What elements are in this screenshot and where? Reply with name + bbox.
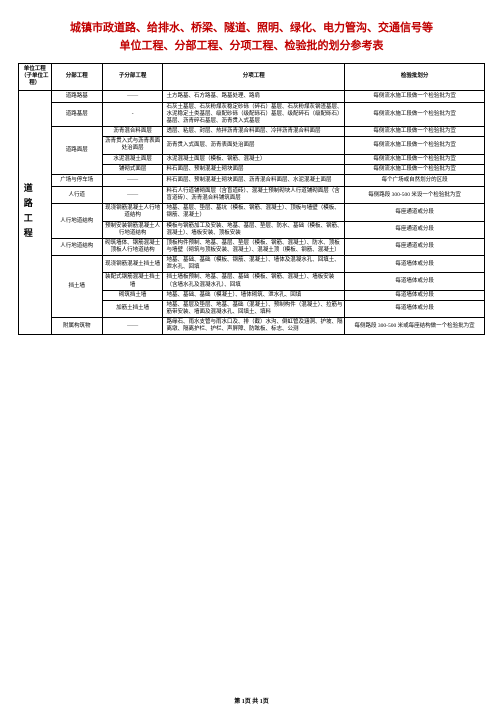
part-cell: 人行地道结构 xyxy=(51,238,102,255)
subpart-cell: 砌筑墙体、钢筋混凝土顶板人行地道结构 xyxy=(102,238,163,255)
part-cell: 道路面层 xyxy=(51,127,102,175)
part-cell: 挡土墙 xyxy=(51,256,102,318)
part-cell: 附属构筑物 xyxy=(51,318,102,335)
subpart-cell: 铺砌式面层 xyxy=(102,164,163,174)
batch-cell: 每道墙体或分段 xyxy=(345,300,485,317)
subpart-cell: 现浇钢筋混凝土人行地道结构 xyxy=(102,204,163,221)
batch-cell: 每道墙体或分段 xyxy=(345,290,485,300)
unit-cell: 道路工程 xyxy=(19,90,52,335)
subpart-cell: —— xyxy=(102,318,163,335)
title-line2: 单位工程、分部工程、分项工程、检验批的划分参考表 xyxy=(18,38,485,56)
part-cell: 人行地道结构 xyxy=(51,204,102,239)
batch-cell: 每座通道或分段 xyxy=(345,221,485,238)
table-row: 附属构筑物——路缘石、雨水支管与雨水口及、排（截）水沟、倒虹管及涵洞、护坡、隔离… xyxy=(19,318,485,335)
subpart-cell: 水泥混凝土面层 xyxy=(102,154,163,164)
part-cell: 道路基层 xyxy=(51,102,102,126)
subpart-cell: —— xyxy=(102,90,163,102)
subpart-cell: —— xyxy=(102,174,163,186)
header-subpart: 子分部工程 xyxy=(102,64,163,90)
batch-cell: 每座通道或分段 xyxy=(345,204,485,221)
item-cell: 料石人行道铺砌面层（含盲道砖）、混凝土预制砌块人行道铺砌面层（含盲道砖）、沥青混… xyxy=(163,187,345,204)
batch-cell: 每座通道或分段 xyxy=(345,238,485,255)
table-row: 广场与停车场——料石面层、预制混凝土砌块面层、沥青混合料面层、水泥混凝土面层每个… xyxy=(19,174,485,186)
item-cell: 挡土墙板预制、地基、基层、基础（模板、钢筋、混凝土）、墙板安装（含墙水孔及混凝水… xyxy=(163,273,345,290)
item-cell: 料石面层、预制混凝土砌块面层、沥青混合料面层、水泥混凝土面层 xyxy=(163,174,345,186)
batch-cell: 每侧流水施工段做一个检验批为宜 xyxy=(345,154,485,164)
item-cell: 顶板构件预制、地基、基层、垫层（模板、钢筋、混凝土）、防水、顶板与墙壁（砌筑与顶… xyxy=(163,238,345,255)
item-cell: 路缘石、雨水支管与雨水口及、排（截）水沟、倒虹管及涵洞、护坡、隔离墩、隔离护栏、… xyxy=(163,318,345,335)
part-cell: 道路路基 xyxy=(51,90,102,102)
subpart-cell: 预制安装钢筋混凝土人行地道结构 xyxy=(102,221,163,238)
batch-cell: 每侧路段 300-500 米或每座结构做一个检验批为宜 xyxy=(345,318,485,335)
item-cell: 透层、粘层、封层、热拌沥青混合料面层、冷拌沥青混合料面层 xyxy=(163,127,345,137)
subpart-cell: 沥青混合料面层 xyxy=(102,127,163,137)
item-cell: 地基、基层及垫层、地基、基础（混凝土）、预制构件（混凝土）、拉筋与筋带安装、墙面… xyxy=(163,300,345,317)
subpart-cell: 现浇钢筋混凝土挡土墙 xyxy=(102,256,163,273)
header-part: 分部工程 xyxy=(51,64,102,90)
header-item: 分项工程 xyxy=(163,64,345,90)
item-cell: 水泥混凝土面层（模板、钢筋、混凝土） xyxy=(163,154,345,164)
item-cell: 土方路基、石方路基、路基处理、路肩 xyxy=(163,90,345,102)
table-row: 道路基层-石灰土基层、石灰粉煤灰稳定砂砾（碎石）基层、石灰粉煤灰钢渣基层、水泥稳… xyxy=(19,102,485,126)
batch-cell: 每侧路段 300-500 米设一个检验批为宜 xyxy=(345,187,485,204)
batch-cell: 每侧流水施工段做一个检验批为宜 xyxy=(345,90,485,102)
subpart-cell: 沥青贯入式与沥青表面处治面层 xyxy=(102,137,163,154)
batch-cell: 每道墙体或分段 xyxy=(345,273,485,290)
title-line1: 城镇市政道路、给排水、桥梁、隧道、照明、绿化、电力管沟、交通信号等 xyxy=(18,20,485,38)
subpart-cell: - xyxy=(102,102,163,126)
subpart-cell: 砌筑挡土墙 xyxy=(102,290,163,300)
header-batch: 检验批划分 xyxy=(345,64,485,90)
batch-cell: 每道墙体或分段 xyxy=(345,256,485,273)
subpart-cell: 装配式钢筋混凝土挡土墙 xyxy=(102,273,163,290)
table-row: 人行地道结构现浇钢筋混凝土人行地道结构地基、基层、垫层、基坑（模板、钢筋、混凝土… xyxy=(19,204,485,221)
part-cell: 人行道 xyxy=(51,187,102,204)
page-footer: 第 1页 共 1页 xyxy=(0,696,503,705)
item-cell: 地基、基层、垫层、基坑（模板、钢筋、混凝土）、顶板与墙壁（模板、钢筋、混凝土） xyxy=(163,204,345,221)
table-row: 道路工程道路路基——土方路基、石方路基、路基处理、路肩每侧流水施工段做一个检验批… xyxy=(19,90,485,102)
batch-cell: 每侧流水施工段做一个检验批为宜 xyxy=(345,102,485,126)
item-cell: 石灰土基层、石灰粉煤灰稳定砂砾（碎石）基层、石灰粉煤灰钢渣基层、水泥稳定土类基层… xyxy=(163,102,345,126)
header-unit: 单位工程（子单位工程） xyxy=(19,64,52,90)
subpart-cell: —— xyxy=(102,187,163,204)
item-cell: 沥青贯入式面层、沥青表面处治面层 xyxy=(163,137,345,154)
batch-cell: 每侧流水施工段做一个检验批为宜 xyxy=(345,127,485,137)
item-cell: 地基、基础、基础（模板、钢筋、混凝土）、墙体及混凝水孔、回填土、泄水孔、回填 xyxy=(163,256,345,273)
table-row: 道路面层沥青混合料面层透层、粘层、封层、热拌沥青混合料面层、冷拌沥青混合料面层每… xyxy=(19,127,485,137)
table-row: 挡土墙现浇钢筋混凝土挡土墙地基、基础、基础（模板、钢筋、混凝土）、墙体及混凝水孔… xyxy=(19,256,485,273)
table-row: 人行地道结构砌筑墙体、钢筋混凝土顶板人行地道结构顶板构件预制、地基、基层、垫层（… xyxy=(19,238,485,255)
item-cell: 模板与钢筋加工及安装、地基、基层、垫层、防水、基础（模板、钢筋、混凝土）、墙板安… xyxy=(163,221,345,238)
batch-cell: 每个广场或自然划分的区段 xyxy=(345,174,485,186)
subpart-cell: 加筋土挡土墙 xyxy=(102,300,163,317)
batch-cell: 每侧流水施工段做一个检验批为宜 xyxy=(345,164,485,174)
table-row: 人行道——料石人行道铺砌面层（含盲道砖）、混凝土预制砌块人行道铺砌面层（含盲道砖… xyxy=(19,187,485,204)
item-cell: 地基、基础、基础（模凝土）、墙体砌筑、泄水孔、回填 xyxy=(163,290,345,300)
reference-table: 单位工程（子单位工程） 分部工程 子分部工程 分项工程 检验批划分 道路工程道路… xyxy=(18,63,485,335)
batch-cell: 每侧流水施工段做一个检验批为宜 xyxy=(345,137,485,154)
item-cell: 料石面层、预制混凝土砌块面层 xyxy=(163,164,345,174)
part-cell: 广场与停车场 xyxy=(51,174,102,186)
